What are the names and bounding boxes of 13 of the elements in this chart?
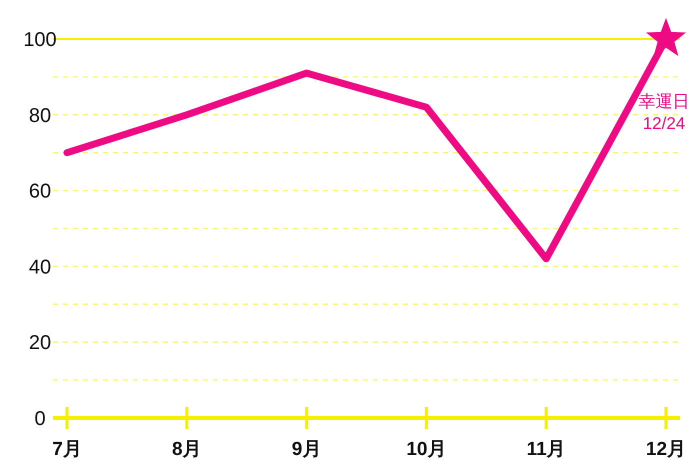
y-tick-label: 80 <box>28 104 52 127</box>
y-tick-label: 20 <box>28 332 52 354</box>
x-tick-label: 12月 <box>646 439 686 460</box>
x-tick-label: 8月 <box>172 439 202 460</box>
y-tick-label: 0 <box>34 408 46 430</box>
x-tick-label: 11月 <box>526 439 566 460</box>
annotation: 幸運日 12/24 <box>638 92 690 133</box>
y-tick-label: 60 <box>28 180 52 203</box>
y-tick-label: 40 <box>28 256 52 278</box>
x-tick-label: 10月 <box>406 439 446 460</box>
y-tick-label: 100 <box>23 29 57 51</box>
x-tick-label: 9月 <box>292 439 322 460</box>
x-tick-label: 7月 <box>52 439 82 460</box>
